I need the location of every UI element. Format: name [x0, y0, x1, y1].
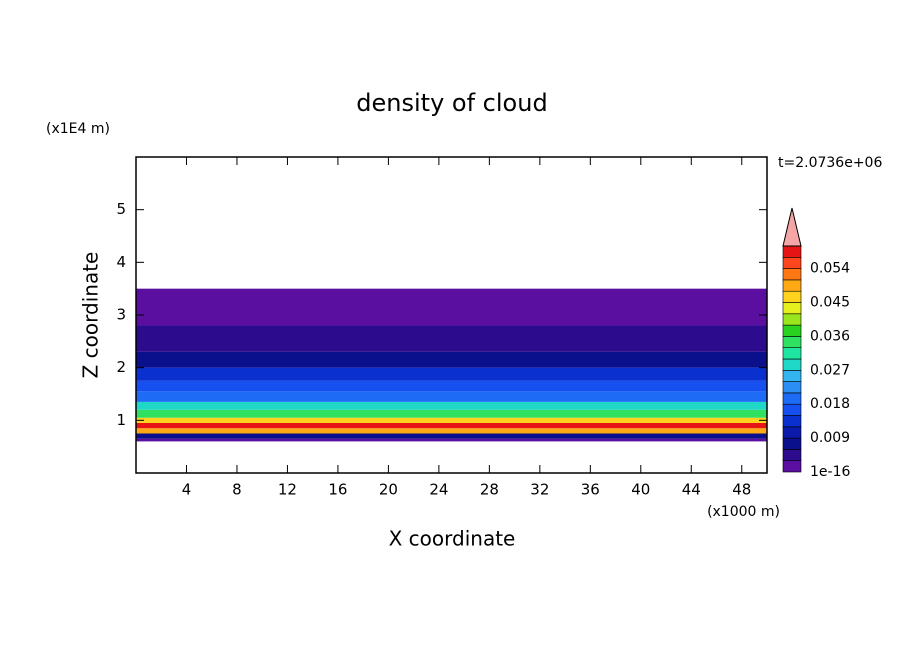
colorbar-cell	[782, 256, 802, 269]
colorbar-cell	[782, 245, 802, 258]
x-axis-label: X coordinate	[389, 527, 516, 551]
colorbar-tick-label: 0.054	[810, 261, 850, 277]
colorbar-cell	[782, 437, 802, 450]
x-tick-label: 28	[480, 481, 499, 499]
x-tick-label: 8	[232, 481, 242, 499]
y-tick-label: 5	[116, 200, 126, 218]
colorbar-cell	[782, 403, 802, 416]
colorbar-tick-label: 0.045	[810, 295, 850, 311]
colorbar-cell	[782, 392, 802, 405]
x-tick-label: 20	[379, 481, 398, 499]
colorbar-tick-label: 0.009	[810, 430, 850, 446]
colorbar-tick-label: 0.036	[810, 328, 850, 344]
colorbar-cell	[782, 460, 802, 473]
contour-band	[136, 367, 767, 381]
y-unit: (x1E4 m)	[46, 121, 110, 137]
contour-band	[136, 391, 767, 402]
y-tick-label: 1	[116, 411, 126, 429]
x-tick-label: 48	[732, 481, 751, 499]
colorbar-extension	[782, 207, 802, 247]
x-tick-label: 44	[682, 481, 701, 499]
contour-band	[136, 433, 767, 439]
contour-band	[136, 438, 767, 442]
colorbar-cell	[782, 313, 802, 326]
colorbar-cell	[782, 415, 802, 428]
colorbar-cell	[782, 268, 802, 281]
colorbar-tick-label: 0.018	[810, 396, 850, 412]
colorbar-cell	[782, 358, 802, 371]
y-tick-label: 3	[116, 306, 126, 324]
colorbar-tick-label: 0.027	[810, 362, 850, 378]
contour-band	[136, 288, 767, 326]
x-tick-label: 12	[278, 481, 297, 499]
colorbar-cell	[782, 347, 802, 360]
colorbar-cell	[782, 302, 802, 315]
x-unit: (x1000 m)	[707, 504, 780, 520]
colorbar-cell	[782, 336, 802, 348]
contour-band	[136, 422, 767, 429]
colorbar-cell	[782, 324, 802, 337]
colorbar-cell	[782, 381, 802, 394]
contour-band	[136, 417, 767, 423]
y-tick-label: 4	[116, 253, 126, 271]
time-label: t=2.0736e+06	[778, 155, 882, 171]
x-tick-label: 24	[429, 481, 448, 499]
contour-band	[136, 325, 767, 352]
x-tick-label: 32	[530, 481, 549, 499]
y-tick-label: 2	[116, 358, 126, 376]
y-axis-label: Z coordinate	[79, 252, 103, 379]
colorbar-cell	[782, 369, 802, 382]
contour-band	[136, 351, 767, 368]
colorbar-cell	[782, 279, 802, 292]
contour-band	[136, 380, 767, 392]
colorbar-tick-label: 1e-16	[810, 464, 850, 480]
contour-band	[136, 401, 767, 410]
chart-title: density of cloud	[356, 89, 547, 117]
colorbar-cell	[782, 449, 802, 461]
contour-band	[136, 428, 767, 434]
x-tick-label: 40	[631, 481, 650, 499]
contour-band	[136, 409, 767, 418]
x-tick-label: 4	[182, 481, 192, 499]
colorbar-cell	[782, 290, 802, 303]
x-tick-label: 16	[328, 481, 347, 499]
colorbar-cell	[782, 426, 802, 439]
x-tick-label: 36	[581, 481, 600, 499]
